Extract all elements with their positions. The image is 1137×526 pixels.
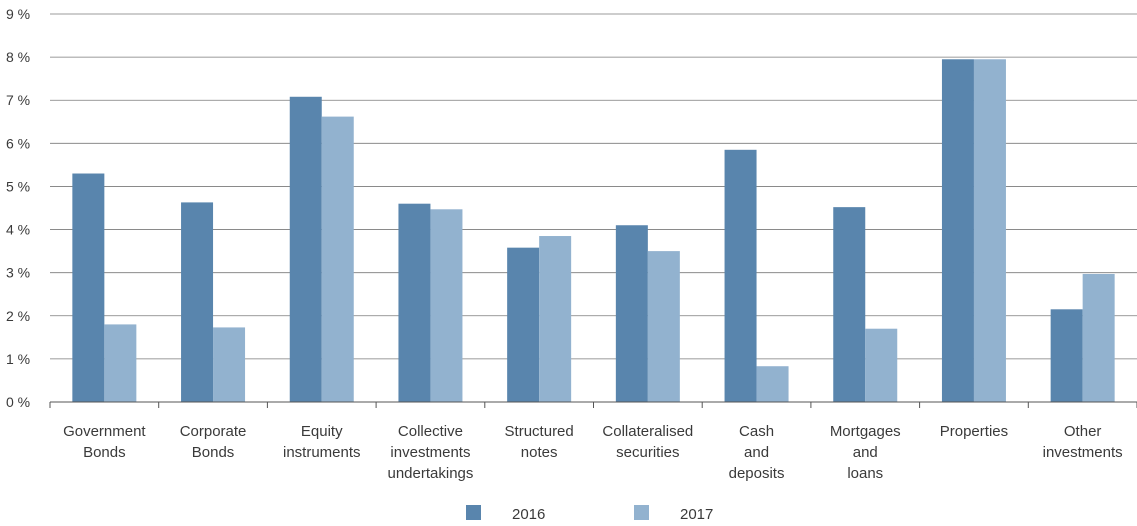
bar-2017-8 (973, 59, 1006, 403)
x-category-label: Equity instruments (283, 423, 361, 461)
legend-swatch-2016 (466, 505, 481, 520)
bar-2016-3 (398, 203, 431, 402)
y-tick-label: 8 % (6, 49, 30, 65)
x-category-label: Government Bonds (63, 423, 146, 461)
x-category-label: Cash and deposits (729, 423, 785, 482)
bar-2017-3 (430, 209, 463, 402)
y-tick-label: 7 % (6, 92, 30, 108)
x-category-label: Other investments (1043, 423, 1123, 461)
x-category-label: Corporate Bonds (180, 423, 247, 461)
bar-2016-4 (507, 247, 540, 402)
legend-label-2017: 2017 (680, 506, 713, 523)
bar-2017-0 (104, 324, 137, 402)
bar-2017-1 (213, 327, 246, 402)
y-tick-label: 6 % (6, 135, 30, 151)
bar-2016-2 (289, 96, 322, 403)
bar-2016-9 (1050, 309, 1083, 402)
bar-2017-5 (647, 251, 680, 402)
legend: 2016 2017 (466, 505, 713, 523)
bar-2016-8 (941, 59, 974, 403)
bar-2016-5 (615, 225, 648, 402)
bar-2017-6 (756, 366, 789, 402)
x-category-label: Structured notes (505, 423, 574, 461)
y-tick-label: 9 % (6, 6, 30, 22)
bar-2016-0 (72, 173, 105, 402)
x-category-label: Collective investments undertakings (387, 423, 473, 482)
x-axis-category-labels: Government Bonds Corporate Bonds Equity instr… (63, 423, 1123, 482)
bar-2017-4 (539, 236, 572, 402)
bar-2016-7 (833, 207, 866, 402)
y-axis-tick-labels: 0 % 1 % 2 % 3 % 4 % 5 % 6 % 7 % 8 % 9 % (6, 6, 30, 410)
bar-2016-1 (181, 202, 214, 402)
x-axis (49, 401, 1137, 408)
bars (72, 59, 1115, 403)
y-tick-label: 2 % (6, 308, 30, 324)
bar-2017-9 (1082, 273, 1115, 402)
y-tick-label: 1 % (6, 351, 30, 367)
bar-2017-7 (865, 328, 898, 402)
y-tick-label: 4 % (6, 222, 30, 238)
x-category-label: Collateralised securities (602, 423, 693, 461)
legend-swatch-2017 (634, 505, 649, 520)
bar-2017-2 (321, 116, 354, 403)
y-tick-label: 5 % (6, 178, 30, 194)
legend-label-2016: 2016 (512, 506, 545, 523)
x-category-label: Properties (940, 423, 1008, 440)
gridlines (50, 13, 1137, 360)
bar-2016-6 (724, 149, 757, 402)
y-tick-label: 0 % (6, 394, 30, 410)
y-tick-label: 3 % (6, 265, 30, 281)
x-category-label: Mortgages and loans (830, 423, 901, 482)
